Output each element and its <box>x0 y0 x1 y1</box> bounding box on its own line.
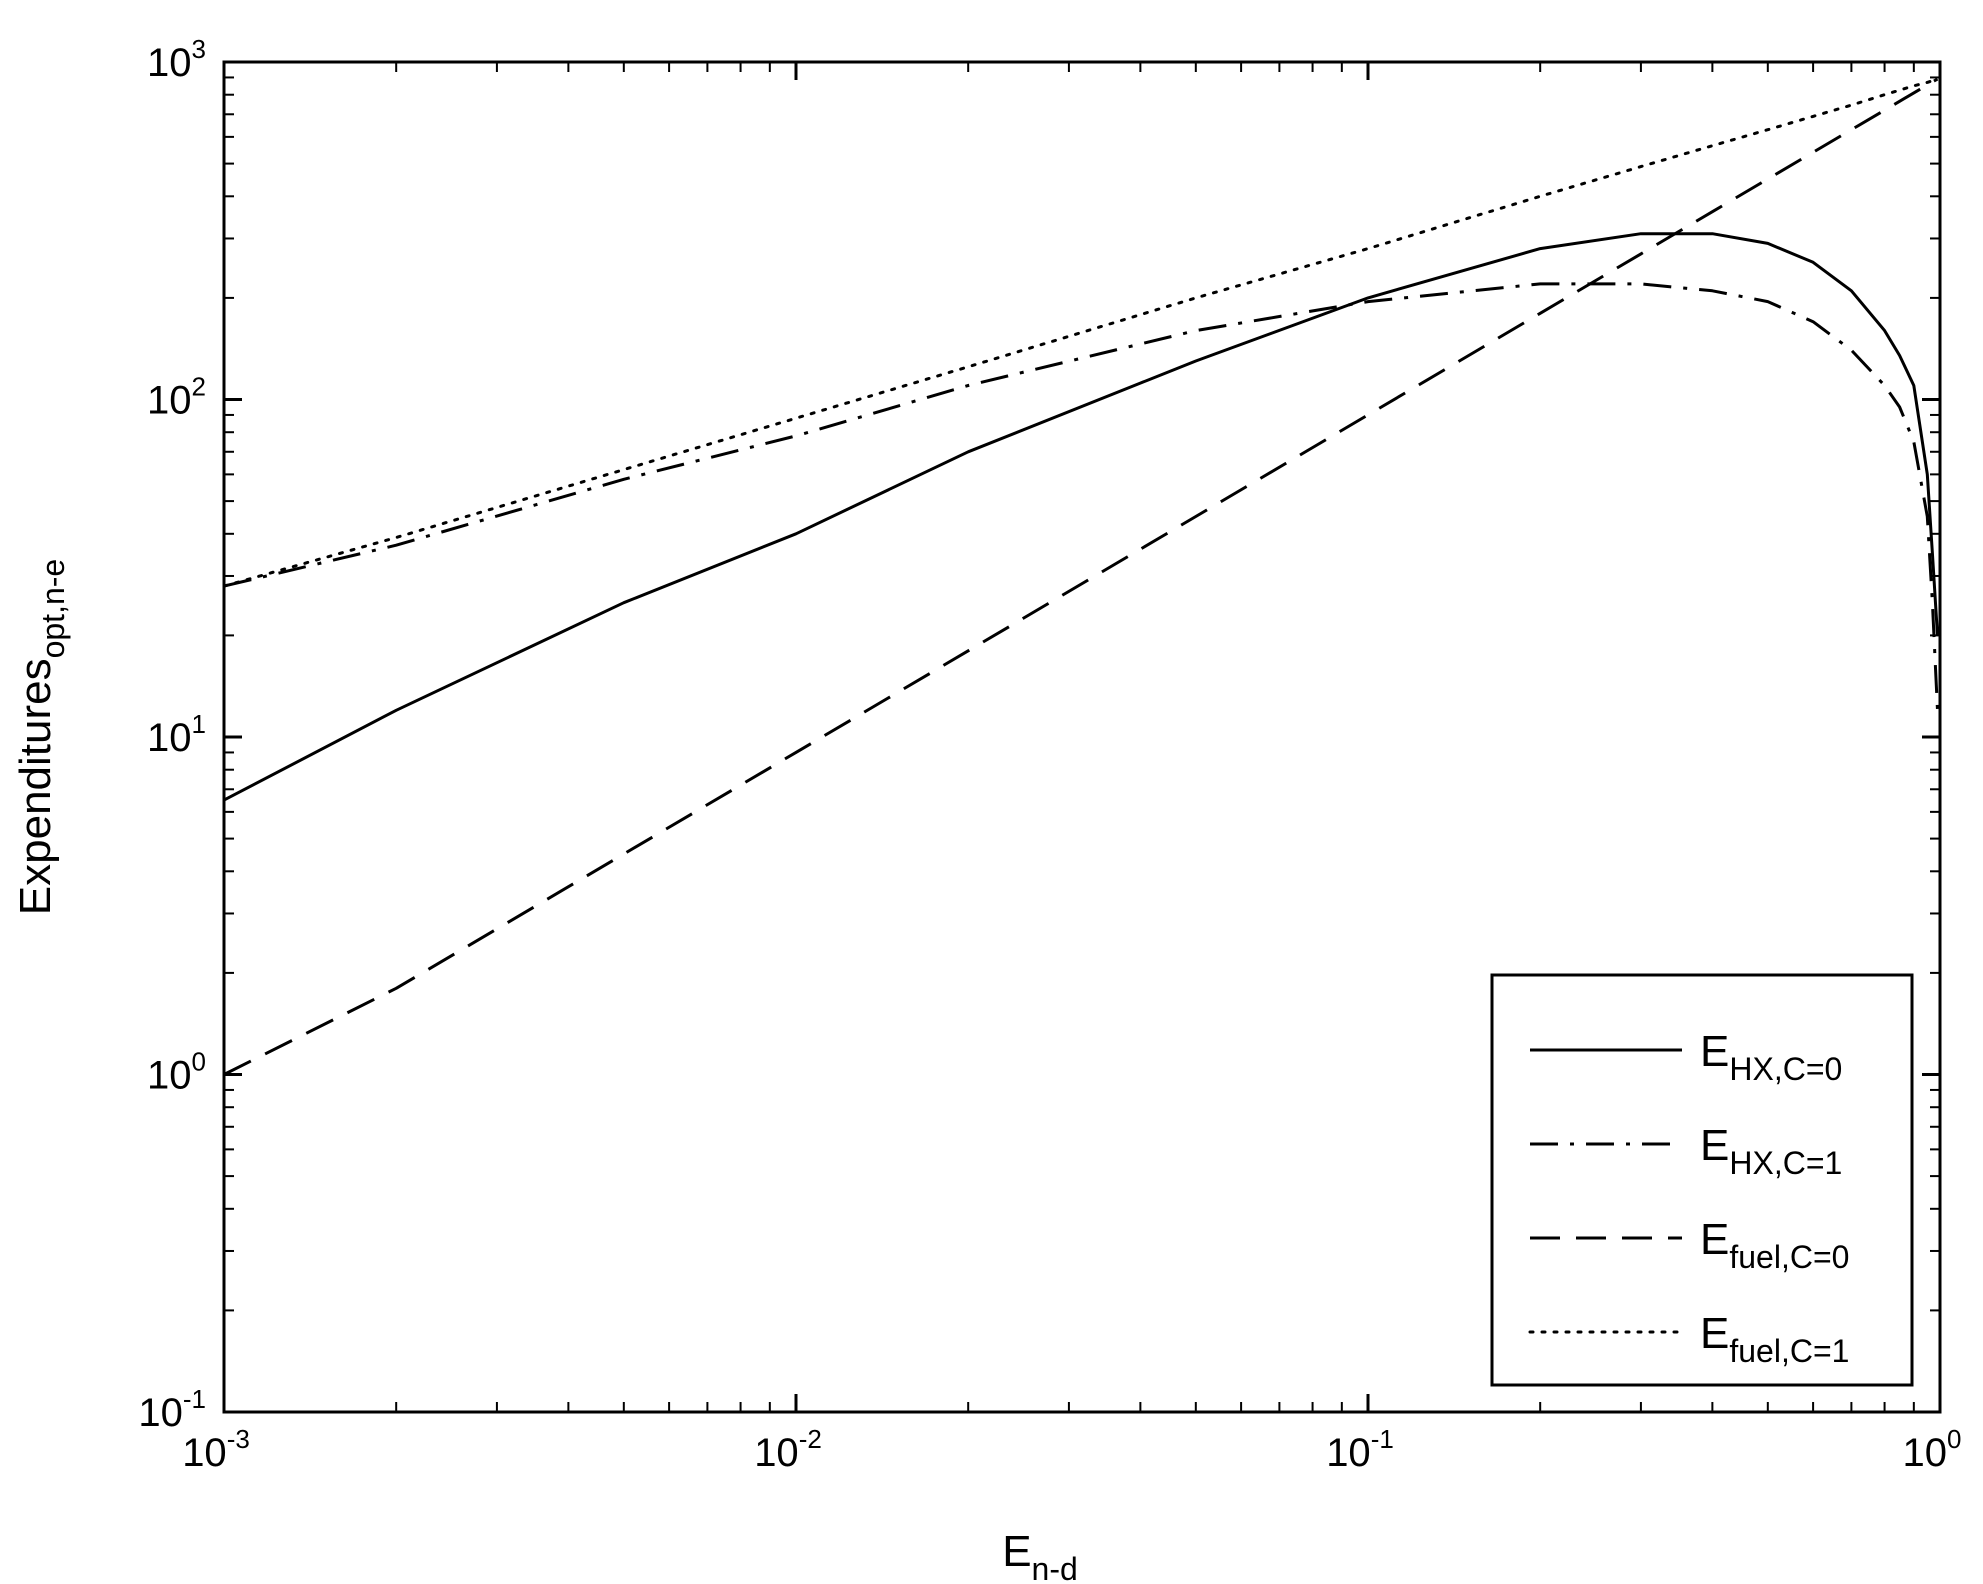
x-tick-label-base: 10 <box>1903 1431 1948 1475</box>
y-tick-label: 102 <box>147 372 206 423</box>
y-tick-label: 100 <box>147 1047 206 1098</box>
legend-label-base: E <box>1700 1309 1729 1358</box>
y-tick-label-base: 10 <box>147 379 192 423</box>
legend-label-sub: fuel,C=0 <box>1729 1239 1849 1275</box>
x-tick-label: 10-2 <box>754 1424 822 1475</box>
y-tick-label-exp: 3 <box>192 34 206 64</box>
legend-entry-e-hx-c0: EHX,C=0 <box>1700 1027 1842 1087</box>
x-tick-label-base: 10 <box>754 1431 799 1475</box>
y-axis-label-base: Expenditures <box>11 658 60 915</box>
y-tick-label-exp: 2 <box>192 372 206 402</box>
x-tick-label-exp: -2 <box>799 1424 822 1454</box>
x-axis-label-sub: n-d <box>1032 1551 1078 1584</box>
y-tick-label-base: 10 <box>147 716 192 760</box>
legend-entry-e-hx-c1: EHX,C=1 <box>1700 1121 1842 1181</box>
series-line-e-hx-c1 <box>223 282 1939 711</box>
y-tick-label-exp: -1 <box>183 1384 206 1414</box>
major-ticks <box>222 60 1942 1414</box>
x-tick-label-base: 10 <box>1326 1431 1371 1475</box>
x-axis-label: En-d <box>1002 1527 1078 1584</box>
legend-label-base: E <box>1700 1215 1729 1264</box>
legend-label-base: E <box>1700 1121 1729 1170</box>
legend-label-sub: HX,C=1 <box>1729 1145 1842 1181</box>
x-tick-label-exp: 0 <box>1947 1424 1961 1454</box>
series-line-e-fuel-c0 <box>223 77 1939 1076</box>
y-tick-label: 103 <box>147 34 206 85</box>
y-axis-label: Expendituresopt,n-e <box>11 559 71 915</box>
x-tick-label: 10-3 <box>182 1424 250 1475</box>
legend-label-sub: HX,C=0 <box>1729 1051 1842 1087</box>
x-tick-label: 10-1 <box>1326 1424 1394 1475</box>
series-lines <box>222 77 1939 1076</box>
series-line-e-fuel-c1 <box>222 77 1939 588</box>
x-tick-label-base: 10 <box>182 1431 227 1475</box>
y-tick-label: 10-1 <box>138 1384 206 1435</box>
y-tick-label-exp: 0 <box>192 1047 206 1077</box>
x-tick-labels: 10-3 10-2 10-1 100 <box>182 1424 1961 1475</box>
y-tick-label-base: 10 <box>147 41 192 85</box>
x-axis-label-base: E <box>1002 1527 1031 1576</box>
x-tick-label-exp: -1 <box>1371 1424 1394 1454</box>
y-tick-label-base: 10 <box>147 1054 192 1098</box>
y-tick-label: 101 <box>147 709 206 760</box>
y-tick-label-exp: 1 <box>192 709 206 739</box>
y-axis-label-sub: opt,n-e <box>35 559 71 659</box>
series-line-e-hx-c0 <box>223 232 1939 802</box>
minor-ticks <box>224 62 1940 1412</box>
legend-entry-e-fuel-c1: Efuel,C=1 <box>1700 1309 1849 1369</box>
y-tick-label-base: 10 <box>138 1391 183 1435</box>
legend-box <box>1490 973 1914 1387</box>
legend-entry-e-fuel-c0: Efuel,C=0 <box>1700 1215 1849 1275</box>
x-tick-label-exp: -3 <box>227 1424 250 1454</box>
x-tick-label: 100 <box>1903 1424 1962 1475</box>
legend-label-sub: fuel,C=1 <box>1729 1333 1849 1369</box>
legend-label-base: E <box>1700 1027 1729 1076</box>
